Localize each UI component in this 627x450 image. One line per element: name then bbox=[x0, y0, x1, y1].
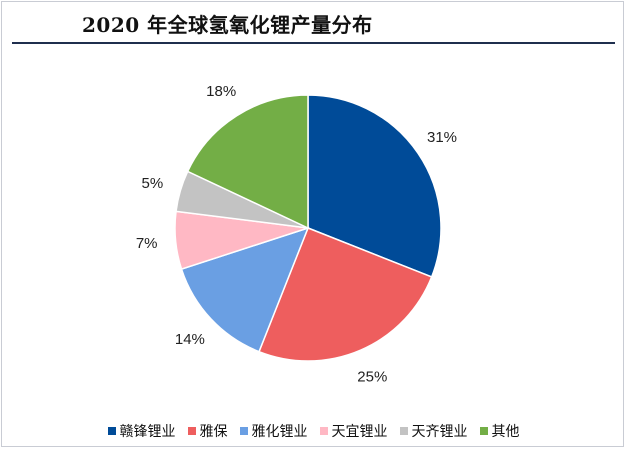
title-underline bbox=[12, 42, 615, 44]
legend-label: 雅化锂业 bbox=[251, 424, 308, 440]
legend-label: 天宜锂业 bbox=[331, 424, 388, 440]
pie-slice-2 bbox=[258, 227, 433, 362]
legend-label: 赣锋锂业 bbox=[119, 424, 176, 440]
legend-item-3: 雅化锂业 bbox=[239, 421, 308, 441]
pie-slice-1 bbox=[307, 94, 442, 278]
legend-swatch bbox=[239, 427, 248, 435]
legend-label: 天齐锂业 bbox=[411, 424, 468, 440]
legend-item-4: 天宜锂业 bbox=[319, 421, 388, 441]
slice-label-6: 18% bbox=[206, 83, 236, 100]
pie-slice-6 bbox=[186, 94, 309, 230]
chart-title: 2020 年全球氢氧化锂产量分布 bbox=[82, 13, 373, 37]
legend-swatch bbox=[319, 427, 328, 435]
legend-item-5: 天齐锂业 bbox=[399, 421, 468, 441]
slice-label-4: 7% bbox=[136, 235, 158, 252]
legend-label: 雅保 bbox=[199, 424, 228, 440]
slice-label-1: 31% bbox=[427, 129, 457, 146]
legend-item-6: 其他 bbox=[479, 421, 520, 441]
legend-item-1: 赣锋锂业 bbox=[107, 421, 176, 441]
chart-legend: 赣锋锂业 雅保 雅化锂业 天宜锂业 天齐锂业 其他 bbox=[0, 421, 627, 441]
legend-swatch bbox=[107, 427, 116, 435]
legend-item-2: 雅保 bbox=[187, 421, 228, 441]
slice-label-3: 14% bbox=[175, 331, 205, 348]
legend-swatch bbox=[187, 427, 196, 435]
legend-swatch bbox=[479, 427, 488, 435]
legend-label: 其他 bbox=[491, 424, 520, 440]
slice-label-2: 25% bbox=[357, 369, 387, 386]
slice-label-5: 5% bbox=[142, 175, 164, 192]
legend-swatch bbox=[399, 427, 408, 435]
